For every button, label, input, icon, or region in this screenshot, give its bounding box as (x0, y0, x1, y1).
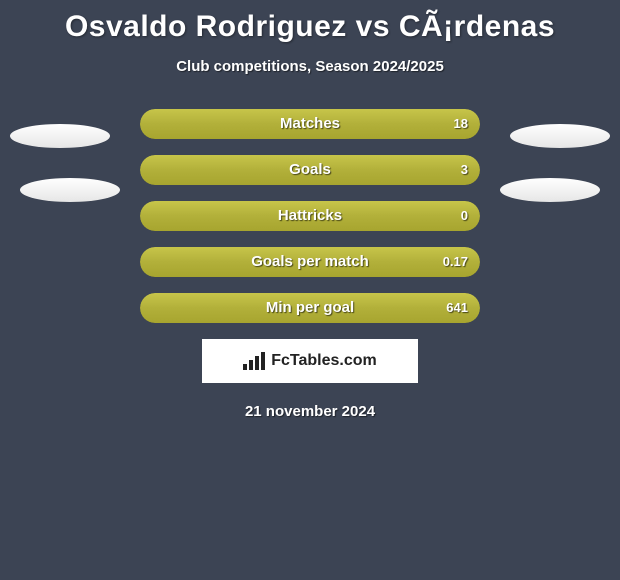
stat-row-goals-per-match: Goals per match 0.17 (140, 247, 480, 277)
player-right-ellipse-2 (500, 178, 600, 202)
date-line: 21 november 2024 (0, 403, 620, 420)
stat-label: Matches (140, 109, 480, 139)
player-left-ellipse-1 (10, 124, 110, 148)
stat-row-hattricks: Hattricks 0 (140, 201, 480, 231)
stat-row-goals: Goals 3 (140, 155, 480, 185)
stat-value: 18 (454, 109, 468, 139)
stat-value: 0.17 (443, 247, 468, 277)
player-right-ellipse-1 (510, 124, 610, 148)
brand-text: FcTables.com (271, 352, 377, 370)
stat-label: Goals per match (140, 247, 480, 277)
stat-label: Hattricks (140, 201, 480, 231)
stat-row-min-per-goal: Min per goal 641 (140, 293, 480, 323)
stat-label: Min per goal (140, 293, 480, 323)
stat-row-matches: Matches 18 (140, 109, 480, 139)
page-title: Osvaldo Rodriguez vs CÃ¡rdenas (0, 0, 620, 44)
subtitle: Club competitions, Season 2024/2025 (0, 58, 620, 75)
stat-value: 3 (461, 155, 468, 185)
stat-value: 641 (446, 293, 468, 323)
brand-badge[interactable]: FcTables.com (202, 339, 418, 383)
player-left-ellipse-2 (20, 178, 120, 202)
bar-chart-icon (243, 352, 265, 370)
stat-label: Goals (140, 155, 480, 185)
stats-panel: Matches 18 Goals 3 Hattricks 0 Goals per… (140, 109, 480, 323)
stat-value: 0 (461, 201, 468, 231)
